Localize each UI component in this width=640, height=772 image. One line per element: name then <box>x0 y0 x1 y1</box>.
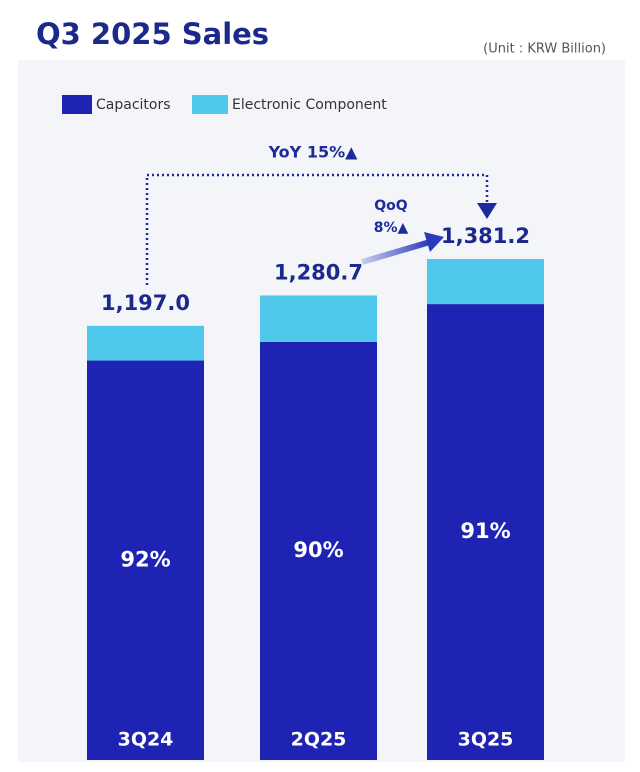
qoq-label: 8%▲ <box>374 220 409 236</box>
x-tick-label: 2Q25 <box>291 729 347 751</box>
value-label: 91% <box>460 519 510 543</box>
total-label: 1,381.2 <box>441 224 530 248</box>
yoy-label: YoY 15%▲ <box>268 143 359 162</box>
legend-swatch <box>192 95 228 114</box>
bar-segment <box>87 360 204 760</box>
yoy-connector <box>145 173 489 285</box>
x-tick-label: 3Q24 <box>118 729 174 751</box>
unit-note: (Unit : KRW Billion) <box>483 42 606 57</box>
bar-segment <box>260 295 377 342</box>
value-label: 92% <box>120 547 170 571</box>
total-label: 1,280.7 <box>274 260 363 284</box>
legend-label: Capacitors <box>96 97 171 113</box>
yoy-arrow <box>477 203 497 219</box>
qoq-label: QoQ <box>374 198 408 214</box>
legend-swatch <box>62 95 92 114</box>
x-tick-label: 3Q25 <box>458 729 514 751</box>
qoq-arrow <box>424 232 444 252</box>
bar-segment <box>427 304 544 760</box>
value-label: 90% <box>293 538 343 562</box>
bar-segment <box>87 325 204 361</box>
bar-segment <box>427 259 544 305</box>
chart-title: Q3 2025 Sales <box>36 17 269 51</box>
qoq-connector <box>361 239 431 265</box>
total-label: 1,197.0 <box>101 291 190 315</box>
bar-segment <box>260 341 377 760</box>
legend-label: Electronic Component <box>232 97 387 113</box>
